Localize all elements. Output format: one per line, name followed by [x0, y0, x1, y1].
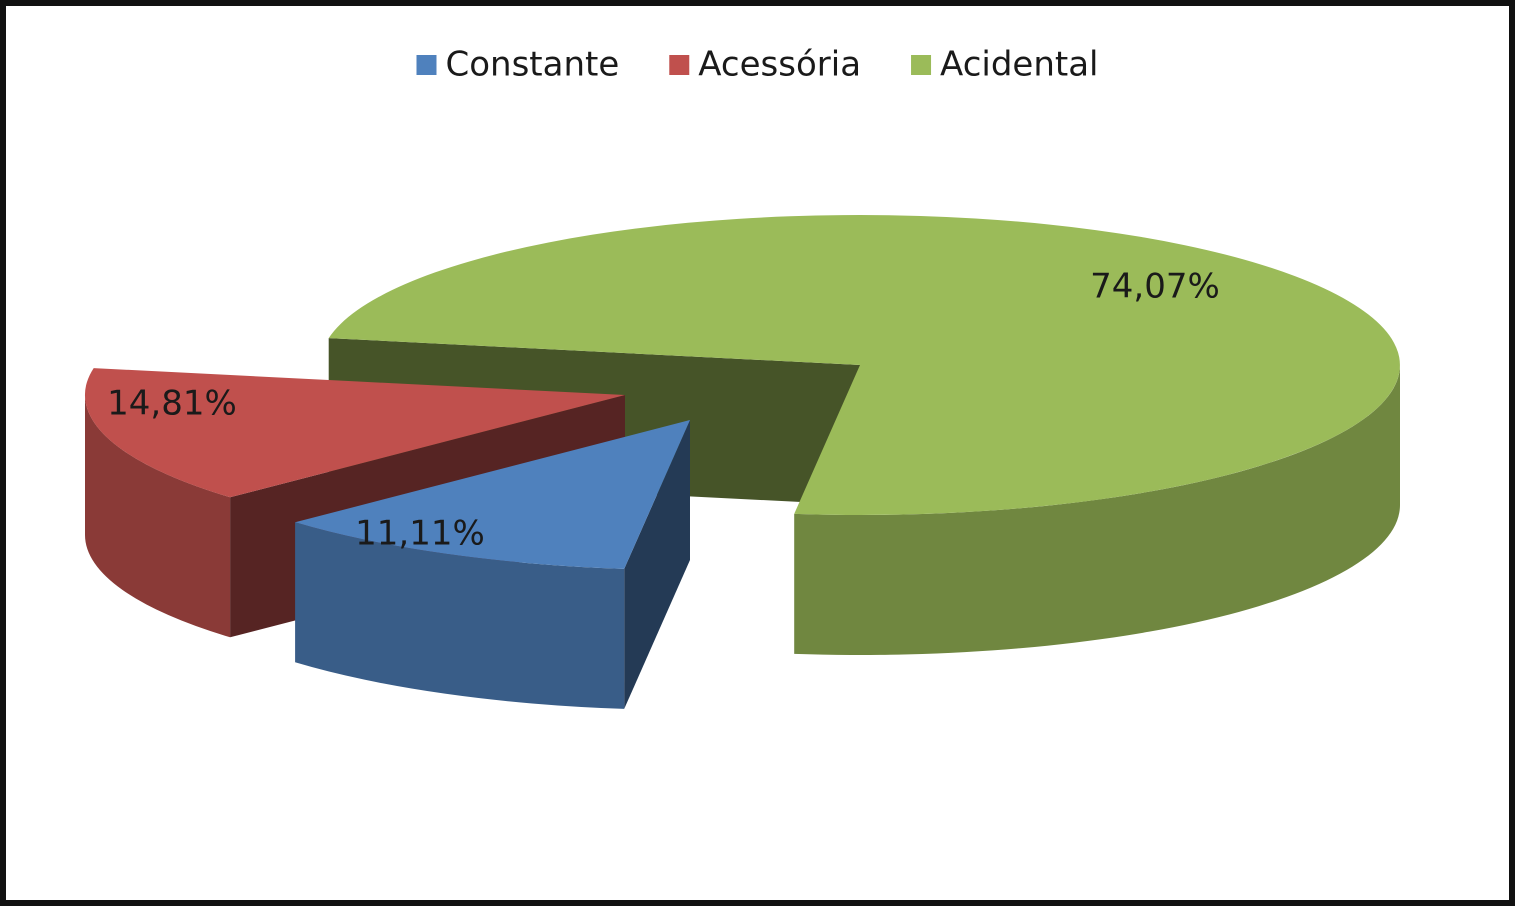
legend: Constante Acessória Acidental [416, 45, 1099, 85]
legend-label: Acessória [698, 45, 861, 85]
slice-top [84, 368, 626, 498]
slice-wall [295, 522, 625, 709]
slice-side [624, 420, 690, 709]
slice-wall [85, 395, 231, 638]
pie-slice [295, 420, 690, 709]
slice-top [295, 420, 690, 569]
legend-label: Constante [445, 45, 619, 85]
legend-swatch [416, 55, 437, 75]
data-label: 74,07% [1090, 267, 1220, 307]
slice-wall [794, 365, 1400, 656]
legend-swatch [911, 55, 932, 75]
legend-swatch [669, 55, 690, 75]
data-label: 14,81% [107, 384, 237, 424]
data-label: 11,11% [355, 514, 485, 554]
legend-label: Acidental [940, 45, 1098, 85]
slice-top [328, 215, 1400, 516]
pie: 11,11% 14,81% 74,07% [84, 215, 1400, 709]
